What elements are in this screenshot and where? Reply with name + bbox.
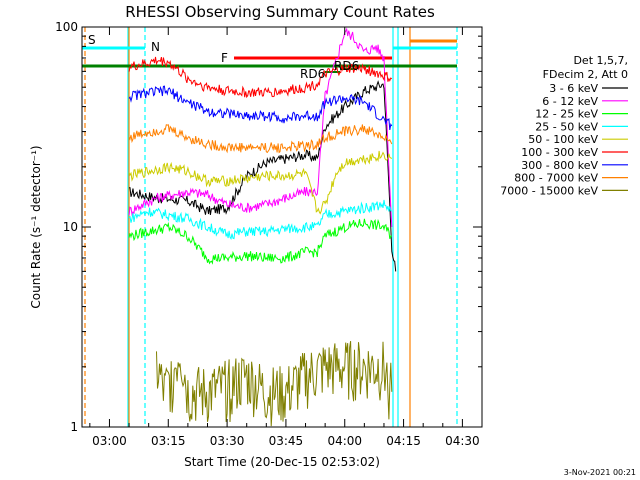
- y-tick-label: 100: [55, 20, 78, 34]
- legend-entry-label: 6 - 12 keV: [542, 95, 598, 108]
- annotation-label: N: [151, 40, 160, 54]
- annotation-label: S: [88, 33, 96, 47]
- series-line: [128, 56, 393, 99]
- legend-entry-label: 12 - 25 keV: [535, 108, 598, 121]
- y-tick-label: 1: [70, 420, 78, 434]
- legend-entry-label: 50 - 100 keV: [528, 133, 598, 146]
- legend-entry-label: 7000 - 15000 keV: [500, 184, 598, 197]
- x-tick-label: 03:30: [210, 434, 245, 448]
- legend-entry-label: 25 - 50 keV: [535, 120, 598, 133]
- series-line: [128, 85, 393, 130]
- series-line: [156, 341, 393, 427]
- series-line: [128, 124, 393, 154]
- series-line: [129, 80, 397, 272]
- series-line: [128, 218, 392, 265]
- x-tick-label: 04:30: [445, 434, 480, 448]
- x-tick-label: 03:00: [92, 434, 127, 448]
- x-tick-label: 04:00: [327, 434, 362, 448]
- y-axis-label: Count Rate (s⁻¹ detector⁻¹): [29, 145, 43, 308]
- annotation-label: F: [221, 51, 228, 65]
- series-line: [128, 150, 393, 215]
- chart-title: RHESSI Observing Summary Count Rates: [125, 3, 435, 21]
- x-tick-label: 03:45: [269, 434, 304, 448]
- series-line: [128, 199, 393, 241]
- x-tick-label: 04:15: [386, 434, 421, 448]
- legend-header: Det 1,5,7,: [573, 54, 628, 67]
- legend-entry-label: 800 - 7000 keV: [514, 172, 598, 185]
- x-axis-label: Start Time (20-Dec-15 02:53:02): [184, 455, 380, 469]
- y-tick-label: 10: [63, 220, 78, 234]
- legend-entry-label: 3 - 6 keV: [549, 82, 598, 95]
- legend-header: FDecim 2, Att 0: [543, 68, 628, 81]
- legend-entry-label: 300 - 800 keV: [521, 159, 598, 172]
- series-line: [128, 27, 393, 228]
- legend-entry-label: 100 - 300 keV: [521, 146, 598, 159]
- x-tick-label: 03:15: [151, 434, 186, 448]
- annotation-label: RD6: [334, 59, 359, 73]
- footer-date: 3-Nov-2021 00:21: [564, 468, 636, 477]
- annotation-label: RD6: [300, 67, 325, 81]
